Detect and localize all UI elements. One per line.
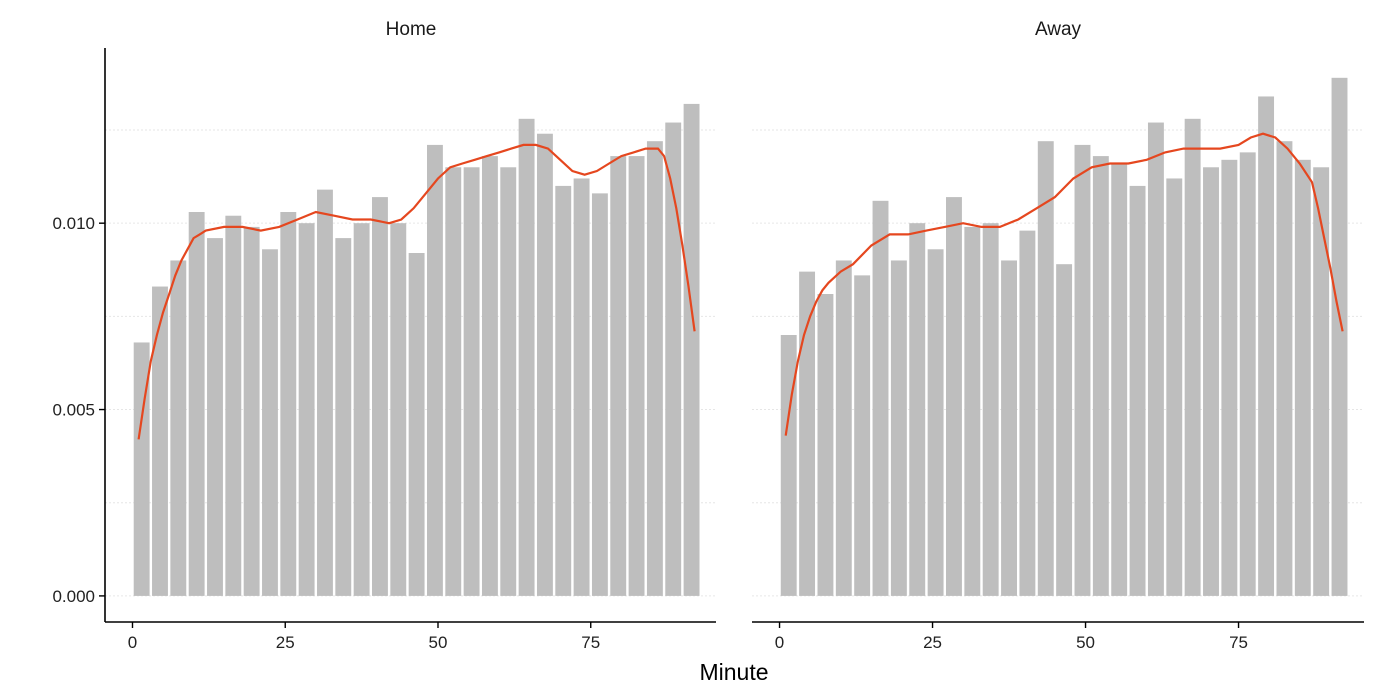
bar-home (152, 286, 168, 596)
bar-home (133, 342, 150, 596)
bar-away (1092, 156, 1109, 596)
bar-home (243, 226, 260, 596)
bar-away (1074, 144, 1091, 596)
bar-away (1239, 152, 1256, 596)
x-tick-label-home: 75 (581, 633, 600, 652)
x-tick-label-away: 0 (775, 633, 784, 652)
bar-away (1147, 122, 1164, 596)
bar-home (335, 238, 352, 596)
bar-home (317, 189, 333, 596)
bar-home (518, 118, 535, 596)
bar-home (372, 197, 388, 596)
bar-home (646, 141, 663, 596)
bar-away (1001, 260, 1017, 596)
bar-away (964, 226, 981, 596)
bar-away (1294, 159, 1311, 596)
bar-away (909, 223, 926, 596)
bar-away (817, 294, 834, 596)
panel-home: Home 0.000 0.005 0.010 0 25 50 75 (52, 19, 716, 652)
y-tick-label: 0.010 (52, 214, 95, 233)
bar-home (426, 144, 443, 596)
bar-home (188, 212, 205, 596)
bar-away (1111, 163, 1128, 596)
x-tick-label-away: 25 (923, 633, 942, 652)
bar-away (872, 200, 889, 596)
bar-away (1258, 96, 1275, 596)
facet-title-home: Home (386, 19, 437, 40)
bar-home (610, 156, 627, 596)
bar-home (408, 253, 425, 596)
bar-away (1313, 167, 1330, 596)
x-tick-label-home: 50 (429, 633, 448, 652)
bar-away (927, 249, 944, 596)
bar-home (262, 249, 278, 596)
bar-home (298, 223, 315, 596)
bar-home (280, 212, 297, 596)
bar-away (835, 260, 852, 596)
y-tick-label: 0.005 (52, 401, 95, 420)
bar-away (1203, 167, 1219, 596)
bar-away (1184, 118, 1201, 596)
bar-home (481, 156, 498, 596)
bar-home (445, 167, 462, 596)
bar-away (1129, 185, 1146, 596)
bar-away (890, 260, 907, 596)
x-axis-title: Minute (699, 659, 768, 685)
bar-home (628, 156, 645, 596)
bar-away (1221, 159, 1238, 596)
bar-home (683, 103, 700, 596)
bar-home (555, 185, 572, 596)
bar-away (1276, 141, 1293, 596)
panel-away: Away 0 25 50 75 (752, 19, 1364, 652)
bar-away (982, 223, 999, 596)
bar-home (207, 238, 223, 596)
bar-home (536, 133, 553, 596)
bar-away (1019, 230, 1036, 596)
bar-home (390, 223, 407, 596)
density-curve-home (137, 143, 696, 440)
bar-home (353, 223, 370, 596)
bar-home (573, 178, 590, 596)
bar-home (591, 193, 608, 596)
y-tick-label: 0.000 (52, 587, 95, 606)
bar-away (1037, 141, 1054, 596)
bar-away (946, 197, 962, 596)
bar-away (1166, 178, 1183, 596)
bar-home (665, 122, 682, 596)
facet-title-away: Away (1035, 19, 1082, 40)
bar-home (500, 167, 517, 596)
x-tick-label-home: 0 (128, 633, 137, 652)
bar-home (463, 167, 480, 596)
bar-away (1056, 264, 1073, 596)
bar-home (170, 260, 187, 596)
bar-away (1331, 77, 1348, 596)
bar-away (780, 335, 797, 596)
x-tick-label-away: 50 (1076, 633, 1095, 652)
bar-home (225, 215, 242, 596)
bar-away (854, 275, 871, 596)
density-curve-away (784, 132, 1344, 436)
x-tick-label-away: 75 (1229, 633, 1248, 652)
x-tick-label-home: 25 (276, 633, 295, 652)
bar-away (799, 271, 816, 596)
